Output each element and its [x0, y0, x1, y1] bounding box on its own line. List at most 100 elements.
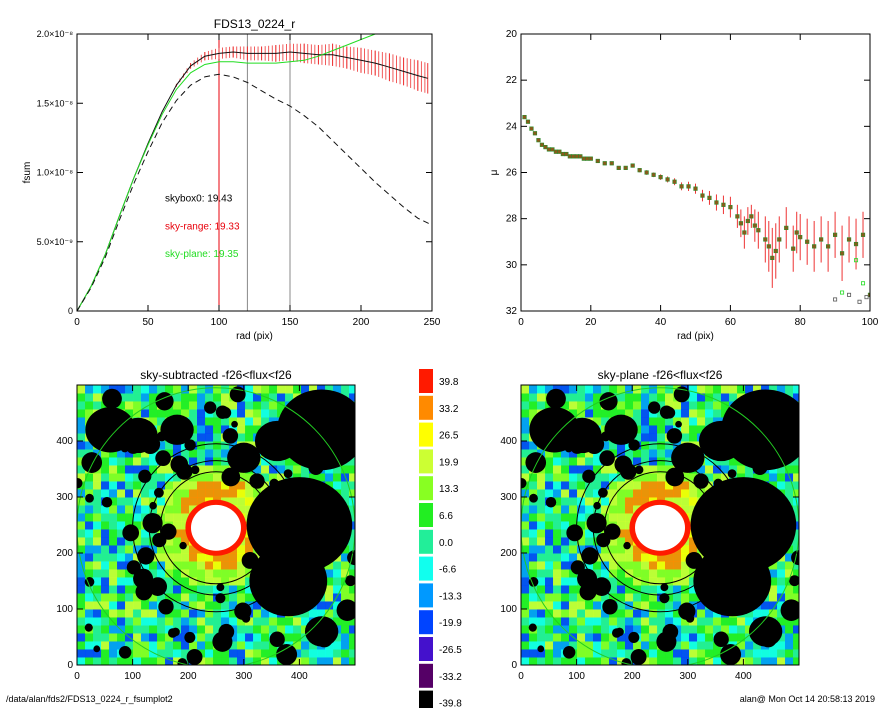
- image-pixel: [585, 489, 594, 498]
- data-point: [714, 200, 719, 205]
- image-pixel: [553, 553, 562, 562]
- image-pixel: [617, 569, 626, 578]
- image-pixel: [569, 617, 578, 626]
- image-pixel: [77, 449, 86, 458]
- image-pixel: [681, 425, 690, 434]
- mask-blob: [733, 415, 745, 427]
- image-pixel: [537, 561, 546, 570]
- image-pixel: [197, 425, 206, 434]
- image-pixel: [609, 481, 618, 490]
- image-pixel: [561, 513, 570, 522]
- image-pixel: [181, 481, 190, 490]
- image-pixel: [181, 521, 190, 530]
- image-pixel: [697, 425, 706, 434]
- image-pixel: [157, 465, 166, 474]
- image-pixel: [101, 545, 110, 554]
- image-pixel: [609, 409, 618, 418]
- image-pixel: [349, 633, 355, 642]
- mask-blob: [628, 439, 640, 451]
- image-pixel: [85, 513, 94, 522]
- image-pixel: [157, 441, 166, 450]
- image-pixel: [657, 425, 666, 434]
- image-pixel: [157, 633, 166, 642]
- image-pixel: [245, 641, 254, 650]
- image-pixel: [165, 569, 174, 578]
- colorbar-swatch: [419, 422, 433, 447]
- image-pixel: [349, 513, 355, 522]
- data-point: [522, 115, 527, 120]
- image-pixel: [101, 521, 110, 530]
- footer-timestamp: alan@ Mon Oct 14 20:58:13 2019: [739, 694, 875, 704]
- mask-blob: [336, 599, 355, 621]
- image-pixel: [237, 417, 246, 426]
- image-pixel: [205, 593, 214, 602]
- image-pixel: [229, 561, 238, 570]
- mask-blob: [85, 493, 94, 503]
- mask-blob: [304, 553, 312, 560]
- image-pixel: [101, 617, 110, 626]
- data-point: [791, 246, 796, 251]
- colorbar-label: -13.3: [439, 591, 462, 602]
- image-pixel: [769, 649, 778, 658]
- image-pixel: [205, 489, 214, 498]
- image-pixel: [173, 529, 182, 538]
- image-pixel: [333, 585, 342, 594]
- image-pixel: [253, 489, 262, 498]
- image-pixel: [85, 529, 94, 538]
- mask-blob: [294, 482, 307, 495]
- image-pixel: [117, 497, 126, 506]
- image-pixel: [793, 489, 799, 498]
- image-pixel: [173, 601, 182, 610]
- image-pixel: [173, 545, 182, 554]
- aperture-ring: [576, 443, 744, 613]
- image-pixel: [109, 537, 118, 546]
- image-pixel: [649, 625, 658, 634]
- image-pixel: [133, 617, 142, 626]
- image-pixel: [521, 385, 530, 394]
- image-pixel: [333, 577, 342, 586]
- image-pixel: [149, 417, 158, 426]
- image-pixel: [85, 521, 94, 530]
- colorbar-swatch: [419, 395, 433, 420]
- colorbar-label: 39.8: [439, 377, 459, 388]
- mask-blob: [218, 623, 235, 640]
- image-pixel: [117, 609, 126, 618]
- data-point-plane: [840, 290, 845, 295]
- image-pixel: [77, 409, 86, 418]
- image-pixel: [657, 625, 666, 634]
- image-pixel: [117, 385, 126, 386]
- image-pixel: [101, 657, 110, 665]
- image-pixel: [641, 569, 650, 578]
- image-pixel: [261, 609, 270, 618]
- image-pixel: [101, 577, 110, 586]
- data-point: [679, 184, 684, 189]
- image-pixel: [537, 537, 546, 546]
- y-tick-label: 2.0×10⁻⁸: [37, 29, 74, 39]
- image-pixel: [665, 561, 674, 570]
- image-pixel: [657, 489, 666, 498]
- data-point: [777, 237, 782, 242]
- mask-blob: [758, 450, 767, 460]
- image-pixel: [85, 585, 94, 594]
- image-pixel: [173, 537, 182, 546]
- image-pixel: [93, 385, 102, 394]
- mask-blob: [234, 602, 252, 620]
- image-pixel: [125, 409, 134, 418]
- image-pixel: [553, 649, 562, 658]
- image-pixel: [125, 401, 134, 410]
- image-pixel: [189, 609, 198, 618]
- image-pixel: [221, 449, 230, 458]
- image-pixel: [285, 633, 294, 642]
- image-pixel: [641, 609, 650, 618]
- image-pixel: [333, 657, 342, 665]
- image-pixel: [729, 385, 738, 394]
- image-pixel: [237, 553, 246, 562]
- image-pixel: [537, 489, 546, 498]
- y-tick-label: 5.0×10⁻⁹: [37, 237, 74, 247]
- image-pixel: [85, 537, 94, 546]
- image-pixel: [85, 441, 94, 450]
- image-pixel: [149, 593, 158, 602]
- mask-blob: [659, 405, 674, 419]
- image-pixel: [785, 385, 794, 394]
- image-pixel: [537, 529, 546, 538]
